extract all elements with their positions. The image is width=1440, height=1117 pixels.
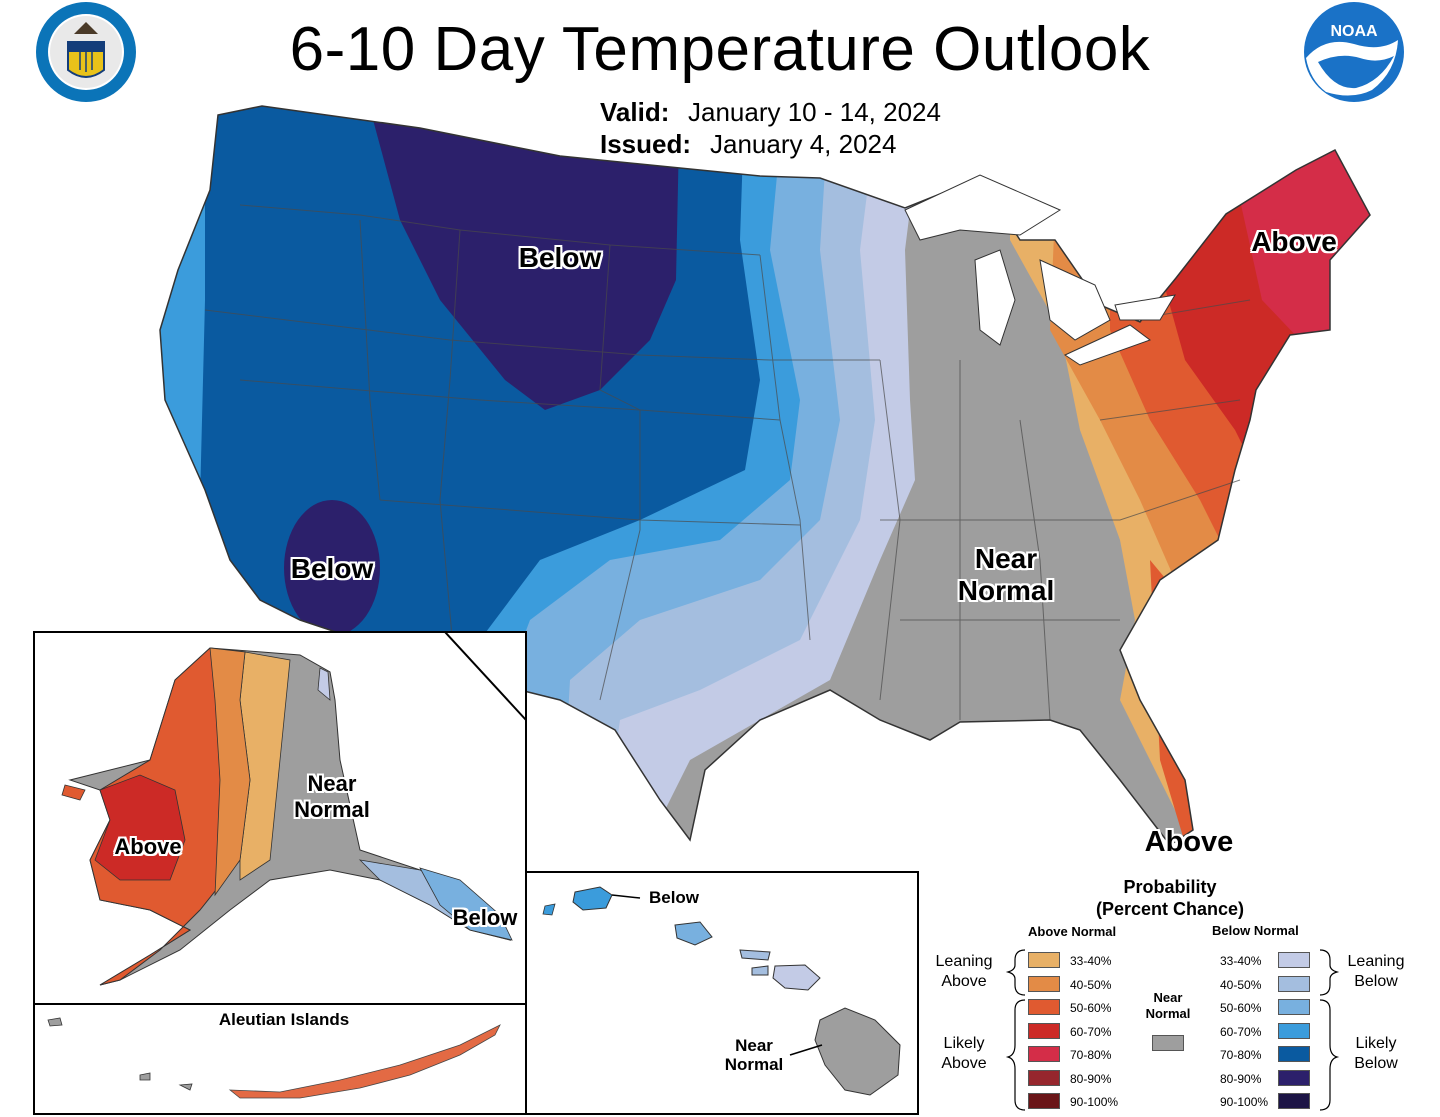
legend-near-line2: Normal: [1145, 1006, 1191, 1021]
hawaii-inset: [525, 871, 919, 1115]
legend-above-swatch-1: [1028, 975, 1060, 992]
legend-below-swatch-3: [1278, 1022, 1310, 1039]
legend-below-header: Below Normal: [1212, 923, 1299, 938]
near-normal-line2: Normal: [957, 575, 1055, 606]
legend-brackets: [1005, 949, 1340, 1111]
legend-below-swatch-4: [1278, 1046, 1310, 1062]
legend-above-header: Above Normal: [1028, 924, 1117, 939]
map-label-near-normal: Near Normal: [940, 543, 1072, 607]
map-label-below-north: Below: [518, 242, 602, 273]
leaning-below-line2: Below: [1354, 973, 1398, 990]
noaa-logo-text: NOAA: [1330, 23, 1378, 40]
hawaii-near-line1: Near: [735, 1036, 773, 1055]
date-block: Valid: January 10 - 14, 2024 Issued: Janua…: [600, 96, 941, 160]
legend-above-range-label-5: 80-90%: [1070, 1071, 1112, 1086]
legend-above-range-label-2: 50-60%: [1070, 1001, 1112, 1015]
legend-below-range-label-1: 40-50%: [1220, 977, 1262, 992]
legend-above-swatch-2: [1028, 999, 1060, 1015]
map-label-below-southwest: Below: [290, 553, 374, 584]
legend-near-normal-swatch: [1152, 1035, 1184, 1051]
valid-label: Valid:: [600, 97, 670, 127]
hawaii-near-line2: Normal: [724, 1055, 784, 1074]
legend-above-range-label-1: 40-50%: [1070, 977, 1112, 992]
legend-near-line1: Near: [1153, 990, 1183, 1005]
legend-below-swatch-5: [1278, 1069, 1310, 1086]
alaska-near-line2: Normal: [294, 797, 370, 822]
alaska-near-line1: Near: [307, 771, 357, 796]
alaska-label-above: Above: [114, 834, 182, 859]
likely-above-line1: Likely: [943, 1035, 985, 1052]
likely-below-line1: Likely: [1355, 1035, 1397, 1052]
legend-above-range-label-4: 70-80%: [1070, 1048, 1112, 1062]
legend-below-range-label-2: 50-60%: [1220, 1001, 1262, 1015]
legend-below-range-label-4: 70-80%: [1220, 1048, 1262, 1062]
aleutian-title: Aleutian Islands: [218, 1010, 350, 1029]
legend-below-range-label-3: 60-70%: [1220, 1024, 1262, 1039]
leaning-below-line1: Leaning: [1347, 953, 1405, 970]
legend-above-swatch-5: [1028, 1069, 1060, 1086]
map-label-above-northeast: Above: [1251, 226, 1337, 257]
leaning-above-line2: Above: [941, 973, 987, 990]
legend-below-range-label-0: 33-40%: [1220, 954, 1262, 968]
legend-below-swatch-1: [1278, 975, 1310, 992]
legend-leaning-above: Leaning Above: [928, 952, 1000, 992]
department-of-commerce-seal: [36, 2, 136, 102]
hawaii-label-below: Below: [648, 888, 700, 907]
map-label-above-florida: Above: [1144, 826, 1234, 858]
legend-above-range-label-6: 90-100%: [1070, 1095, 1119, 1109]
legend-near-normal: Near Normal: [1135, 990, 1201, 1022]
legend-below-swatch-2: [1278, 999, 1310, 1015]
great-lakes: [904, 174, 1176, 366]
alaska-label-near-normal: Near Normal: [280, 771, 384, 823]
page-title: 6-10 Day Temperature Outlook: [289, 15, 1151, 84]
legend-title-line1: Probability: [1123, 877, 1217, 897]
alaska-label-below: Below: [452, 905, 518, 930]
legend-above-swatch-3: [1028, 1022, 1060, 1039]
legend-above-swatch-4: [1028, 1046, 1060, 1062]
legend-title-line2: (Percent Chance): [1095, 899, 1245, 919]
valid-value: January 10 - 14, 2024: [688, 97, 941, 127]
leaning-above-line1: Leaning: [935, 953, 993, 970]
legend-below-swatch-0: [1278, 952, 1310, 968]
noaa-logo: NOAA: [1304, 2, 1404, 102]
issued-value: January 4, 2024: [710, 129, 897, 159]
legend-title: Probability (Percent Chance): [1070, 876, 1270, 920]
legend-likely-above: Likely Above: [928, 1034, 1000, 1074]
legend-leaning-below: Leaning Below: [1340, 952, 1412, 992]
legend-above-range-label-0: 33-40%: [1070, 954, 1112, 968]
legend-below-range-label-6: 90-100%: [1220, 1095, 1269, 1109]
near-normal-line1: Near: [974, 543, 1038, 574]
legend-above-swatch-6: [1028, 1093, 1060, 1109]
legend-above-swatch-0: [1028, 952, 1060, 968]
legend-above-range-label-3: 60-70%: [1070, 1024, 1112, 1039]
legend-below-range-label-5: 80-90%: [1220, 1071, 1262, 1086]
legend-below-swatch-6: [1278, 1093, 1310, 1109]
alaska-inset: [33, 631, 527, 1115]
likely-above-line2: Above: [941, 1055, 987, 1072]
hawaii-label-near-normal: Near Normal: [716, 1036, 792, 1074]
legend-likely-below: Likely Below: [1340, 1034, 1412, 1074]
issued-label: Issued:: [600, 129, 692, 159]
likely-below-line2: Below: [1354, 1055, 1398, 1072]
